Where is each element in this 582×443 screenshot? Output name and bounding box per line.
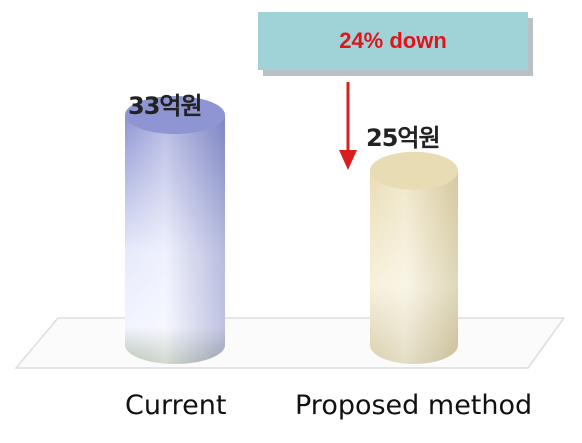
callout-arrow-head [339, 150, 357, 170]
bar-current-top [125, 96, 225, 134]
bar-current [125, 96, 225, 364]
data-label-current: 33억원 [128, 92, 203, 120]
bar-proposed [370, 151, 458, 364]
category-label-proposed: Proposed method [295, 390, 533, 421]
data-label-proposed: 25억원 [366, 124, 441, 152]
bar-proposed-shade [370, 170, 458, 364]
chart-floor [14, 317, 566, 369]
annotation-callout: 24% down [258, 12, 528, 70]
category-label-current: Current [125, 390, 227, 421]
bar-current-shade [125, 115, 225, 364]
bar-proposed-top [370, 151, 458, 190]
annotation-text: 24% down [339, 28, 447, 53]
